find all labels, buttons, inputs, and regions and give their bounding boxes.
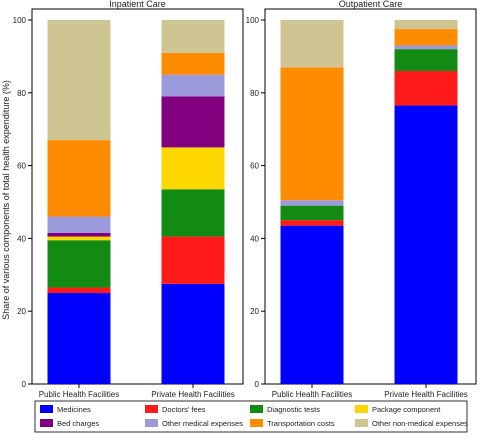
- bar-segment-medicines: [280, 225, 344, 384]
- legend-swatch: [250, 405, 263, 413]
- legend-swatch: [250, 419, 263, 427]
- legend-label: Transportation costs: [267, 419, 335, 428]
- legend-label: Medicines: [57, 405, 91, 414]
- y-tick-label: 20: [250, 307, 259, 316]
- plot-frame: [264, 8, 477, 385]
- legend-item-medicines: Medicines: [40, 405, 91, 414]
- x-tick-label: Private Health Facilities: [384, 390, 468, 399]
- bar-segment-transportation-costs: [280, 67, 344, 201]
- bar-segment-diagnostic-tests: [47, 240, 111, 288]
- bar-segment-transportation-costs: [161, 52, 225, 75]
- bar-segment-diagnostic-tests: [280, 205, 344, 221]
- bar-segment-other-non-medical-expenses: [280, 20, 344, 68]
- x-tick-label: Private Health Facilities: [151, 390, 235, 399]
- bar-segment-bed-charges: [47, 232, 111, 237]
- bar-segment-doctors-fees: [161, 236, 225, 284]
- legend: Medicines Doctors' fees Diagnostic tests Pa…: [34, 400, 468, 433]
- y-tick-label: 80: [17, 89, 26, 98]
- y-tick-label: 0: [255, 380, 260, 389]
- legend-item-bed-charges: Bed charges: [40, 419, 99, 428]
- plot-frame: [31, 8, 244, 385]
- x-tick-label: Public Health Facilities: [272, 390, 352, 399]
- legend-item-diagnostic-tests: Diagnostic tests: [250, 405, 320, 414]
- bar-segment-other-medical-expenses: [47, 216, 111, 233]
- legend-item-package-component: Package component: [355, 405, 441, 414]
- legend-swatch: [40, 419, 53, 427]
- bar-segment-doctors-fees: [280, 220, 344, 226]
- legend-item-doctors-fees: Doctors' fees: [145, 405, 206, 414]
- legend-label: Other medical expenses: [162, 419, 243, 428]
- panel-title: Outpatient Care: [339, 0, 403, 9]
- bar-segment-medicines: [394, 105, 458, 384]
- legend-label: Diagnostic tests: [267, 405, 320, 414]
- bar-segment-other-medical-expenses: [394, 45, 458, 50]
- bar-segment-transportation-costs: [394, 29, 458, 46]
- y-tick-label: 20: [17, 307, 26, 316]
- chart-panels: Inpatient Care 0 20 40 60 80 100 Public Health …: [13, 0, 477, 399]
- legend-swatch: [145, 419, 158, 427]
- bar-segment-other-non-medical-expenses: [394, 20, 458, 30]
- bar-segment-doctors-fees: [394, 70, 458, 106]
- bar-segment-transportation-costs: [47, 140, 111, 217]
- y-tick-label: 80: [250, 89, 259, 98]
- y-tick-label: 40: [17, 234, 26, 243]
- legend-label: Bed charges: [57, 419, 99, 428]
- bar-segment-diagnostic-tests: [394, 49, 458, 71]
- y-tick-label: 100: [13, 16, 27, 25]
- y-tick-label: 60: [250, 162, 259, 171]
- panel-inpatient-care: Inpatient Care 0 20 40 60 80 100 Public Health …: [13, 0, 244, 399]
- y-tick-label: 60: [17, 162, 26, 171]
- x-tick-label: Public Health Facilities: [39, 390, 119, 399]
- bar-segment-other-medical-expenses: [280, 200, 344, 206]
- legend-swatch: [355, 419, 368, 427]
- legend-label: Package component: [372, 405, 441, 414]
- bar-segment-package-component: [47, 236, 111, 241]
- legend-label: Doctors' fees: [162, 405, 206, 414]
- y-tick-label: 40: [250, 234, 259, 243]
- legend-item-other-medical-expenses: Other medical expenses: [145, 419, 243, 428]
- bar-segment-bed-charges: [161, 96, 225, 148]
- legend-swatch: [40, 405, 53, 413]
- legend-label: Other non-medical expenses: [372, 419, 468, 428]
- y-tick-label: 0: [22, 380, 27, 389]
- bar-segment-other-non-medical-expenses: [47, 20, 111, 141]
- legend-swatch: [145, 405, 158, 413]
- bar-segment-other-non-medical-expenses: [161, 20, 225, 53]
- panel-title: Inpatient Care: [109, 0, 166, 9]
- bar-segment-diagnostic-tests: [161, 189, 225, 237]
- bar-segment-medicines: [47, 293, 111, 384]
- y-tick-label: 100: [246, 16, 260, 25]
- y-axis-label: Share of various components of total hea…: [1, 80, 11, 320]
- bar-segment-medicines: [161, 283, 225, 384]
- legend-item-other-non-medical-expenses: Other non-medical expenses: [355, 419, 468, 428]
- legend-item-transportation-costs: Transportation costs: [250, 419, 335, 428]
- bar-segment-other-medical-expenses: [161, 74, 225, 97]
- panel-outpatient-care: Outpatient Care 0 20 40 60 80 100 Public Health…: [246, 0, 477, 399]
- legend-swatch: [355, 405, 368, 413]
- bar-segment-package-component: [161, 147, 225, 190]
- bar-segment-doctors-fees: [47, 287, 111, 293]
